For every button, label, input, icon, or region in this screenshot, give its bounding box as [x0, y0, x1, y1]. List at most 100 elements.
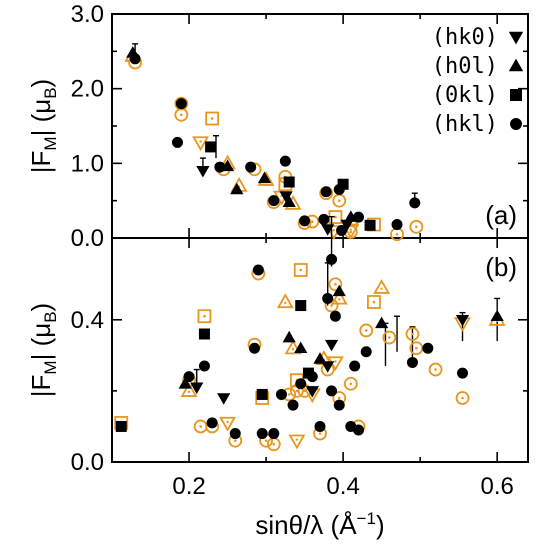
- measured-point-shape: [333, 399, 345, 411]
- y-tick-label: 3.0: [71, 1, 104, 28]
- calculated-point-dot: [349, 228, 353, 231]
- calculated-point-shape: [409, 341, 424, 356]
- calculated-point: [328, 277, 343, 292]
- y-tick-label: 2.0: [71, 76, 104, 103]
- y-axis-title-sub: M: [41, 136, 60, 150]
- y-tick-label: 0.4: [71, 307, 104, 334]
- measured-point-shape: [375, 316, 389, 329]
- measured-point-shape: [313, 352, 327, 364]
- measured-point-shape: [275, 388, 287, 400]
- measured-point: [214, 161, 226, 173]
- calculated-point-shape: [409, 219, 424, 234]
- calculated-point-dot: [287, 393, 291, 396]
- measured-point: [360, 346, 372, 358]
- calculated-point-shape: [276, 293, 294, 309]
- measured-point: [299, 215, 311, 227]
- calculated-point-shape: [455, 391, 470, 405]
- measured-point: [322, 292, 334, 304]
- measured-point-shape: [314, 420, 326, 432]
- measured-point: [321, 361, 335, 373]
- measured-point: [406, 356, 418, 368]
- measured-point-shape: [295, 378, 307, 390]
- measured-point: [455, 314, 470, 327]
- calculated-point: [174, 107, 189, 122]
- calculated-point: [332, 193, 347, 208]
- legend-marker: [508, 31, 524, 45]
- y-axis-title-part: ): [26, 79, 56, 88]
- legend-marker: [510, 89, 522, 101]
- measured-point-shape: [268, 428, 280, 440]
- measured-point-shape: [305, 386, 319, 398]
- measured-point: [314, 420, 326, 432]
- calculated-point-dot: [310, 220, 314, 223]
- panel-label: (b): [485, 252, 517, 282]
- calculated-point-dot: [334, 282, 337, 286]
- measured-point: [305, 386, 319, 398]
- measured-point: [115, 420, 127, 432]
- measured-point-shape: [349, 360, 361, 372]
- measured-point: [275, 388, 287, 400]
- calculated-point-dot: [291, 348, 295, 351]
- x-tick-label: 0.4: [326, 473, 359, 500]
- measured-point-shape: [321, 224, 335, 236]
- measured-point: [349, 360, 361, 372]
- calculated-point: [409, 341, 424, 356]
- measured-point: [178, 377, 192, 389]
- measured-point-shape: [217, 393, 231, 405]
- calculated-point-dot: [434, 368, 437, 371]
- calculated-point: [428, 362, 443, 377]
- calculated-point-dot: [411, 332, 414, 336]
- y-axis-title: |FM| (μB): [26, 79, 60, 173]
- calculated-point: [293, 263, 308, 277]
- measured-point: [175, 98, 187, 110]
- measured-point: [364, 219, 376, 231]
- measured-point-shape: [249, 342, 261, 354]
- error-bar: [382, 322, 389, 366]
- calculated-point-dot: [318, 432, 322, 435]
- measured-point-shape: [245, 161, 257, 173]
- measured-point-shape: [171, 136, 183, 148]
- calculated-point: [219, 416, 237, 432]
- measured-point: [282, 195, 296, 207]
- measured-point: [256, 388, 268, 400]
- calculated-point: [382, 330, 397, 345]
- y-axis-title-part: | (μ: [26, 99, 56, 137]
- measured-point-shape: [353, 211, 365, 223]
- calculated-point-shape: [328, 277, 343, 292]
- measured-point: [409, 197, 421, 209]
- measured-point: [353, 424, 365, 436]
- calculated-point-dot: [330, 304, 333, 307]
- measured-point: [375, 316, 389, 329]
- measured-point: [318, 213, 330, 225]
- calculated-point-dot: [337, 199, 341, 202]
- measured-point: [333, 399, 345, 411]
- y-axis-title-sub: M: [41, 360, 60, 374]
- calculated-point-dot: [295, 389, 299, 393]
- text-layer: 0.01.02.03.0|FM| (μB)(a)(hk0)(h0l)(0kl)(…: [26, 1, 517, 540]
- calculated-point: [288, 434, 306, 450]
- y-axis-title-sub: B: [41, 87, 60, 98]
- calculated-point-shape: [219, 416, 237, 432]
- legend-marker: [508, 58, 524, 72]
- panel-label: (a): [485, 200, 517, 230]
- measured-point-shape: [129, 53, 141, 65]
- calculated-point-shape: [382, 330, 397, 345]
- measured-point: [205, 141, 217, 153]
- legend-label: (hk0): [432, 25, 498, 50]
- calculated-point-dot: [395, 232, 399, 236]
- calculated-point-dot: [303, 389, 306, 393]
- y-tick-label: 0.0: [71, 449, 104, 476]
- calculated-point-dot: [388, 336, 391, 339]
- measured-point-shape: [205, 141, 217, 153]
- measured-point-shape: [391, 219, 403, 231]
- measured-point: [198, 360, 210, 372]
- measured-point: [353, 211, 365, 223]
- measured-point-shape: [422, 342, 434, 354]
- calculated-point-dot: [233, 439, 237, 442]
- measured-point: [321, 224, 335, 236]
- calculated-point-dot: [461, 396, 464, 400]
- measured-point: [457, 367, 469, 379]
- calculated-point-shape: [205, 111, 220, 126]
- measured-point-shape: [455, 314, 470, 327]
- measured-point: [422, 342, 434, 354]
